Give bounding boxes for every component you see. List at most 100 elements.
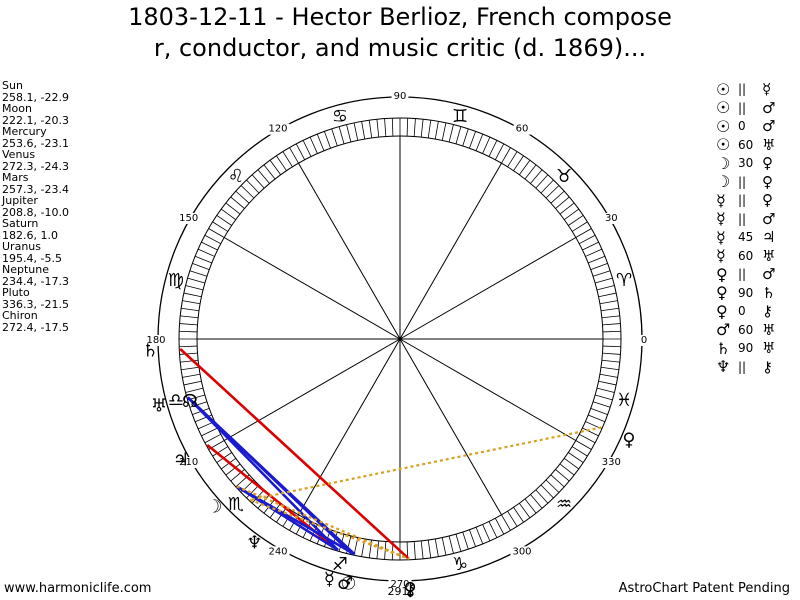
aspect-line xyxy=(236,485,410,560)
degree-tick xyxy=(601,315,620,319)
zodiac-sign-icon: ♐ xyxy=(332,554,348,575)
planet-name-mars: Mars xyxy=(2,171,29,184)
degree-tick xyxy=(324,131,331,149)
aspect-type: || xyxy=(738,211,747,226)
degree-tick xyxy=(192,263,210,270)
planet-name-sun: Sun xyxy=(2,79,23,92)
house-spoke xyxy=(223,338,401,441)
degree-tick xyxy=(579,234,596,245)
zodiac-sign-icon: ♊ xyxy=(452,106,468,127)
aspect-planet-glyph: ⚷ xyxy=(762,302,773,321)
degree-tick xyxy=(602,352,621,355)
degree-tick xyxy=(189,401,208,408)
degree-tick xyxy=(598,292,617,298)
degree-tick xyxy=(507,510,518,527)
aspect-planet-glyph: ☉ xyxy=(716,116,731,136)
aspect-planet-glyph: ♂ xyxy=(762,209,776,228)
zodiac-sign-icon: ♉ xyxy=(556,166,572,187)
degree-tick xyxy=(246,179,260,194)
degree-label-bg xyxy=(602,213,620,224)
degree-tick xyxy=(448,535,454,554)
planet-coords-mercury: 253.6, -23.1 xyxy=(2,136,69,150)
aspect-planet-glyph: ☿ xyxy=(716,246,726,266)
aspect-planet-glyph: ♀ xyxy=(762,154,773,173)
degree-tick xyxy=(179,345,198,348)
zodiac-sign-icon: ♍ xyxy=(168,270,184,291)
aspect-planet-glyph: ♂ xyxy=(716,320,731,340)
degree-label: 270 xyxy=(390,579,409,590)
degree-tick xyxy=(585,248,603,257)
planet-position-list: Sun 258.1, -22.9 Moon 222.1, -20.3 Mercury 25… xyxy=(2,80,92,333)
aspect-type: 90 xyxy=(738,285,754,300)
degree-tick xyxy=(518,502,531,519)
degree-tick xyxy=(441,537,447,556)
degree-tick xyxy=(555,469,570,482)
degree-tick xyxy=(185,387,204,393)
aspect-planet-glyph: ☿ xyxy=(716,209,726,229)
chart-title: 1803-12-11 - Hector Berlioz, French comp… xyxy=(110,2,690,64)
degree-tick xyxy=(346,124,352,143)
degree-tick xyxy=(540,484,554,499)
aspect-row: ♄ 90 ♅ xyxy=(716,339,786,358)
degree-tick xyxy=(289,147,299,164)
aspect-planet-glyph: ☽ xyxy=(716,172,731,192)
degree-tick xyxy=(282,151,293,168)
degree-tick xyxy=(201,241,218,251)
planet-name-venus: Venus xyxy=(2,148,36,161)
aspect-planet-glyph: ♂ xyxy=(762,265,776,284)
zodiac-sign-icon: ♑ xyxy=(452,554,468,575)
degree-tick xyxy=(179,352,198,355)
degree-tick xyxy=(475,133,484,151)
degree-tick xyxy=(563,208,580,221)
degree-label: 90 xyxy=(394,91,407,102)
degree-tick xyxy=(568,215,584,226)
degree-label-bg xyxy=(144,335,168,346)
planet-name-jupiter: Jupiter xyxy=(2,194,38,207)
aspect-row: ♂ 60 ♅ xyxy=(716,320,786,340)
degree-tick xyxy=(331,128,338,147)
degree-tick xyxy=(462,128,469,147)
degree-tick xyxy=(602,323,621,326)
degree-tick xyxy=(601,359,620,363)
aspect-planet-glyph: ☿ xyxy=(716,190,726,210)
degree-tick xyxy=(384,118,387,137)
planet-name-neptune: Neptune xyxy=(2,263,50,276)
degree-tick xyxy=(225,202,241,215)
degree-tick xyxy=(448,124,454,143)
website-footer[interactable]: www.harmoniclife.com xyxy=(4,581,152,596)
aspect-type: || xyxy=(738,193,747,208)
degree-tick xyxy=(571,446,588,457)
degree-tick xyxy=(592,270,611,277)
degree-tick xyxy=(550,474,565,488)
degree-tick xyxy=(182,300,201,305)
degree-tick xyxy=(575,228,592,238)
degree-tick xyxy=(197,248,215,257)
mercury-icon: ☿ xyxy=(324,569,335,590)
aspect-planet-glyph: ⚷ xyxy=(762,357,773,376)
planet-coords-uranus: 195.4, -5.5 xyxy=(2,251,62,265)
aspect-line xyxy=(179,348,410,560)
degree-label-bg xyxy=(513,123,531,135)
degree-tick xyxy=(524,498,537,514)
aspect-line xyxy=(249,498,410,560)
planet-name-pluto: Pluto xyxy=(2,286,30,299)
degree-tick xyxy=(579,433,596,444)
degree-tick xyxy=(600,366,619,371)
planet-name-chiron: Chiron xyxy=(2,309,38,322)
degree-tick xyxy=(568,452,584,463)
degree-tick xyxy=(535,489,549,504)
degree-tick xyxy=(185,285,204,291)
degree-tick xyxy=(455,126,462,144)
degree-tick xyxy=(183,380,202,386)
degree-tick xyxy=(559,202,575,215)
aspect-type: 0 xyxy=(738,119,746,134)
degree-tick xyxy=(518,159,531,176)
degree-tick xyxy=(434,538,439,557)
house-spoke xyxy=(399,162,502,340)
degree-tick xyxy=(183,292,202,298)
aspect-planet-glyph: ♄ xyxy=(716,338,731,358)
aspect-planet-glyph: ♀ xyxy=(716,301,728,321)
degree-tick xyxy=(488,521,498,538)
degree-label: 150 xyxy=(179,213,198,224)
degree-label: 330 xyxy=(602,457,621,468)
